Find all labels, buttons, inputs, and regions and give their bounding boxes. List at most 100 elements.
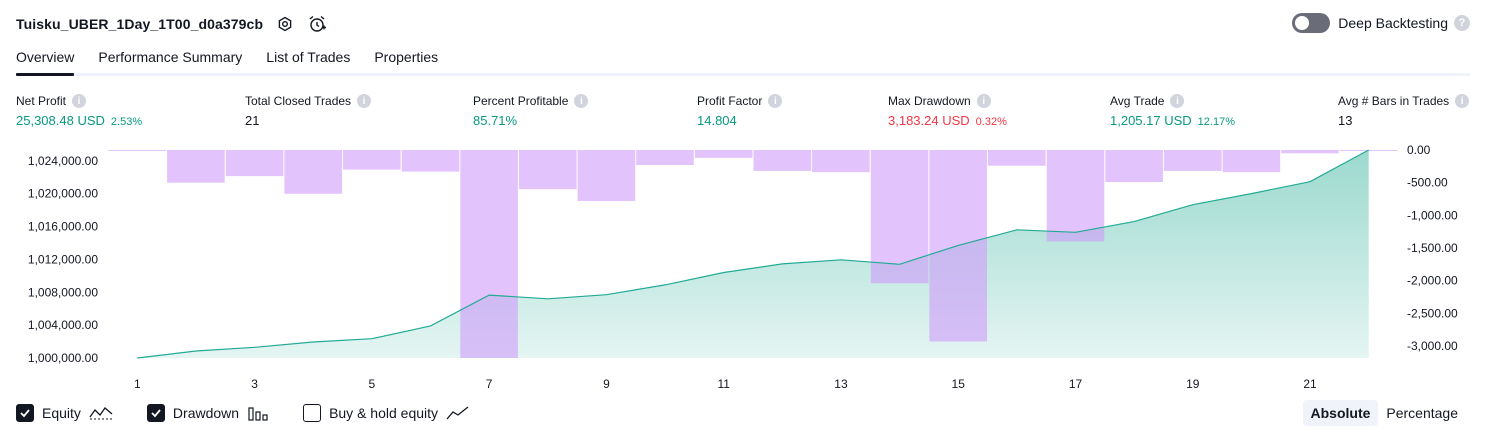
x-axis-tick-label: 5 [369, 377, 376, 391]
metric-percent: 0.32% [975, 116, 1007, 128]
equity-checkbox[interactable] [16, 404, 34, 422]
metric-value: 21 [245, 113, 260, 128]
info-icon[interactable]: i [1170, 94, 1185, 108]
metric-value: 13 [1338, 113, 1353, 128]
legend-label: Buy & hold equity [329, 405, 439, 421]
info-icon[interactable]: i [976, 94, 991, 108]
metric-percent-profitable: Percent Profitable i 85.71% [473, 93, 589, 129]
left-axis-tick-label: 1,024,000.00 [28, 154, 98, 168]
tab-performance-summary[interactable]: Performance Summary [98, 49, 243, 65]
metric-value: 14.804 [697, 113, 737, 128]
drawdown-bar [1222, 150, 1281, 173]
metric-label: Profit Factor [697, 94, 763, 108]
drawdown-bar [401, 150, 460, 172]
metric-max-drawdown: Max Drawdown i 3,183.24 USD 0.32% [888, 93, 1007, 129]
drawdown-bar [812, 150, 870, 173]
metric-label: Avg Trade [1110, 94, 1165, 108]
deep-backtesting: Deep Backtesting ? [1292, 13, 1470, 33]
equity-line [137, 149, 1369, 359]
right-axis-tick-label: -2,500.00 [1407, 306, 1458, 320]
left-axis-tick-label: 1,008,000.00 [28, 285, 98, 299]
percentage-button[interactable]: Percentage [1386, 405, 1458, 421]
equity-area [137, 150, 1369, 358]
tab-overview[interactable]: Overview [16, 44, 75, 76]
chart-legend: Equity Drawdown Buy & hold equity [16, 404, 504, 422]
alarm-clock-icon[interactable] [307, 14, 327, 34]
drawdown-bar [1164, 150, 1222, 171]
drawdown-checkbox[interactable] [146, 404, 165, 422]
info-icon[interactable]: i [72, 94, 87, 108]
drawdown-bar [870, 150, 929, 284]
report-header: Tuisku_UBER_1Day_1T00_d0a379cb [16, 12, 327, 36]
metric-value: 85.71% [473, 113, 518, 128]
x-axis-tick-label: 21 [1303, 377, 1317, 391]
buy-hold-checkbox[interactable] [303, 404, 322, 422]
equity-drawdown-chart[interactable]: 1,024,000.00 1,020,000.00 1,016,000.00 1,01… [0, 140, 1486, 395]
deep-backtesting-toggle[interactable] [1292, 13, 1331, 33]
x-axis-tick-label: 19 [1186, 377, 1200, 391]
metric-percent: 12.17% [1197, 116, 1235, 128]
absolute-button[interactable]: Absolute [1302, 400, 1379, 426]
info-icon[interactable]: i [357, 94, 372, 108]
right-axis-tick-label: -1,500.00 [1407, 241, 1458, 255]
drawdown-bar [225, 150, 284, 177]
drawdown-bar [519, 150, 577, 190]
metric-value: 25,308.48 USD [16, 113, 105, 128]
metric-label: Total Closed Trades [245, 94, 352, 108]
scale-mode-switch: Absolute Percentage [1302, 400, 1467, 426]
info-icon[interactable]: i [768, 94, 783, 108]
metric-profit-factor: Profit Factor i 14.804 [697, 93, 783, 129]
drawdown-bar [577, 150, 636, 201]
x-axis-tick-label: 11 [717, 377, 730, 391]
legend-label: Drawdown [172, 405, 240, 421]
x-axis-tick-label: 1 [134, 377, 141, 391]
drawdown-bar [343, 150, 401, 170]
legend-equity[interactable]: Equity [16, 404, 113, 422]
strategy-title: Tuisku_UBER_1Day_1T00_d0a379cb [16, 16, 264, 32]
deep-backtesting-label: Deep Backtesting [1338, 15, 1448, 31]
drawdown-bar [1281, 150, 1339, 154]
tab-list-of-trades[interactable]: List of Trades [266, 49, 351, 65]
metric-value: 1,205.17 USD [1110, 113, 1192, 128]
left-axis-tick-label: 1,012,000.00 [28, 252, 98, 266]
drawdown-bar [988, 150, 1046, 166]
x-axis-tick-label: 3 [251, 377, 258, 391]
metric-net-profit: Net Profit i 25,308.48 USD 2.53% [16, 93, 142, 129]
drawdown-bar [636, 150, 694, 165]
drawdown-bar [1105, 150, 1163, 182]
metric-label: Max Drawdown [888, 94, 971, 108]
drawdown-bar [460, 150, 518, 358]
gear-icon[interactable] [275, 14, 295, 34]
metric-avg-trade: Avg Trade i 1,205.17 USD 12.17% [1110, 93, 1235, 129]
metric-label: Avg # Bars in Trades [1338, 94, 1450, 108]
help-icon[interactable]: ? [1454, 15, 1470, 31]
drawdown-bar [108, 150, 167, 151]
legend-drawdown[interactable]: Drawdown [146, 404, 269, 422]
x-axis-tick-label: 17 [1069, 377, 1083, 391]
drawdown-bar [284, 150, 342, 194]
metric-label: Percent Profitable [473, 94, 569, 108]
drawdown-bar [167, 150, 225, 183]
buy-hold-line-icon [446, 405, 470, 421]
x-axis-tick-label: 7 [486, 377, 493, 391]
right-axis-tick-label: -1,000.00 [1407, 208, 1458, 222]
left-axis-tick-label: 1,016,000.00 [28, 220, 98, 234]
left-axis-tick-label: 1,020,000.00 [28, 187, 98, 201]
info-icon[interactable]: i [574, 94, 589, 108]
legend-label: Equity [42, 405, 81, 421]
equity-line-icon [89, 405, 113, 421]
metric-value: 3,183.24 USD [888, 113, 970, 128]
right-axis-tick-label: 0.00 [1407, 143, 1431, 157]
drawdown-bars-icon [247, 405, 269, 421]
x-axis-tick-label: 13 [834, 377, 848, 391]
tab-properties[interactable]: Properties [374, 49, 439, 65]
x-axis-tick-label: 15 [952, 377, 966, 391]
toggle-knob [1295, 16, 1310, 30]
metric-total-closed-trades: Total Closed Trades i 21 [245, 93, 372, 129]
right-axis-tick-label: -2,000.00 [1407, 274, 1458, 288]
legend-buy-hold[interactable]: Buy & hold equity [303, 404, 470, 422]
info-icon[interactable]: i [1455, 94, 1470, 108]
report-tabs: Overview Performance Summary List of Tra… [16, 44, 1470, 76]
drawdown-bar [694, 150, 753, 158]
metric-avg-bars-in-trades: Avg # Bars in Trades i 13 [1338, 93, 1470, 129]
